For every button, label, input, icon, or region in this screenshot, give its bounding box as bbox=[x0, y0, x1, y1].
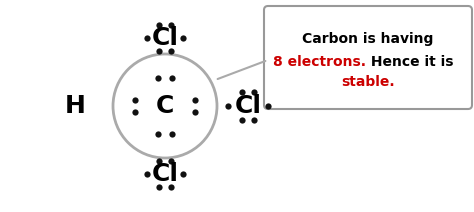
Text: stable.: stable. bbox=[341, 75, 395, 89]
Text: Cl: Cl bbox=[152, 26, 179, 50]
Text: H: H bbox=[64, 94, 85, 118]
Text: Cl: Cl bbox=[235, 94, 262, 118]
Text: Hence it is: Hence it is bbox=[366, 55, 454, 69]
Text: 8 electrons.: 8 electrons. bbox=[273, 55, 366, 69]
FancyBboxPatch shape bbox=[264, 6, 472, 109]
Text: Cl: Cl bbox=[152, 162, 179, 186]
Text: Carbon is having: Carbon is having bbox=[302, 32, 434, 46]
Text: C: C bbox=[156, 94, 174, 118]
